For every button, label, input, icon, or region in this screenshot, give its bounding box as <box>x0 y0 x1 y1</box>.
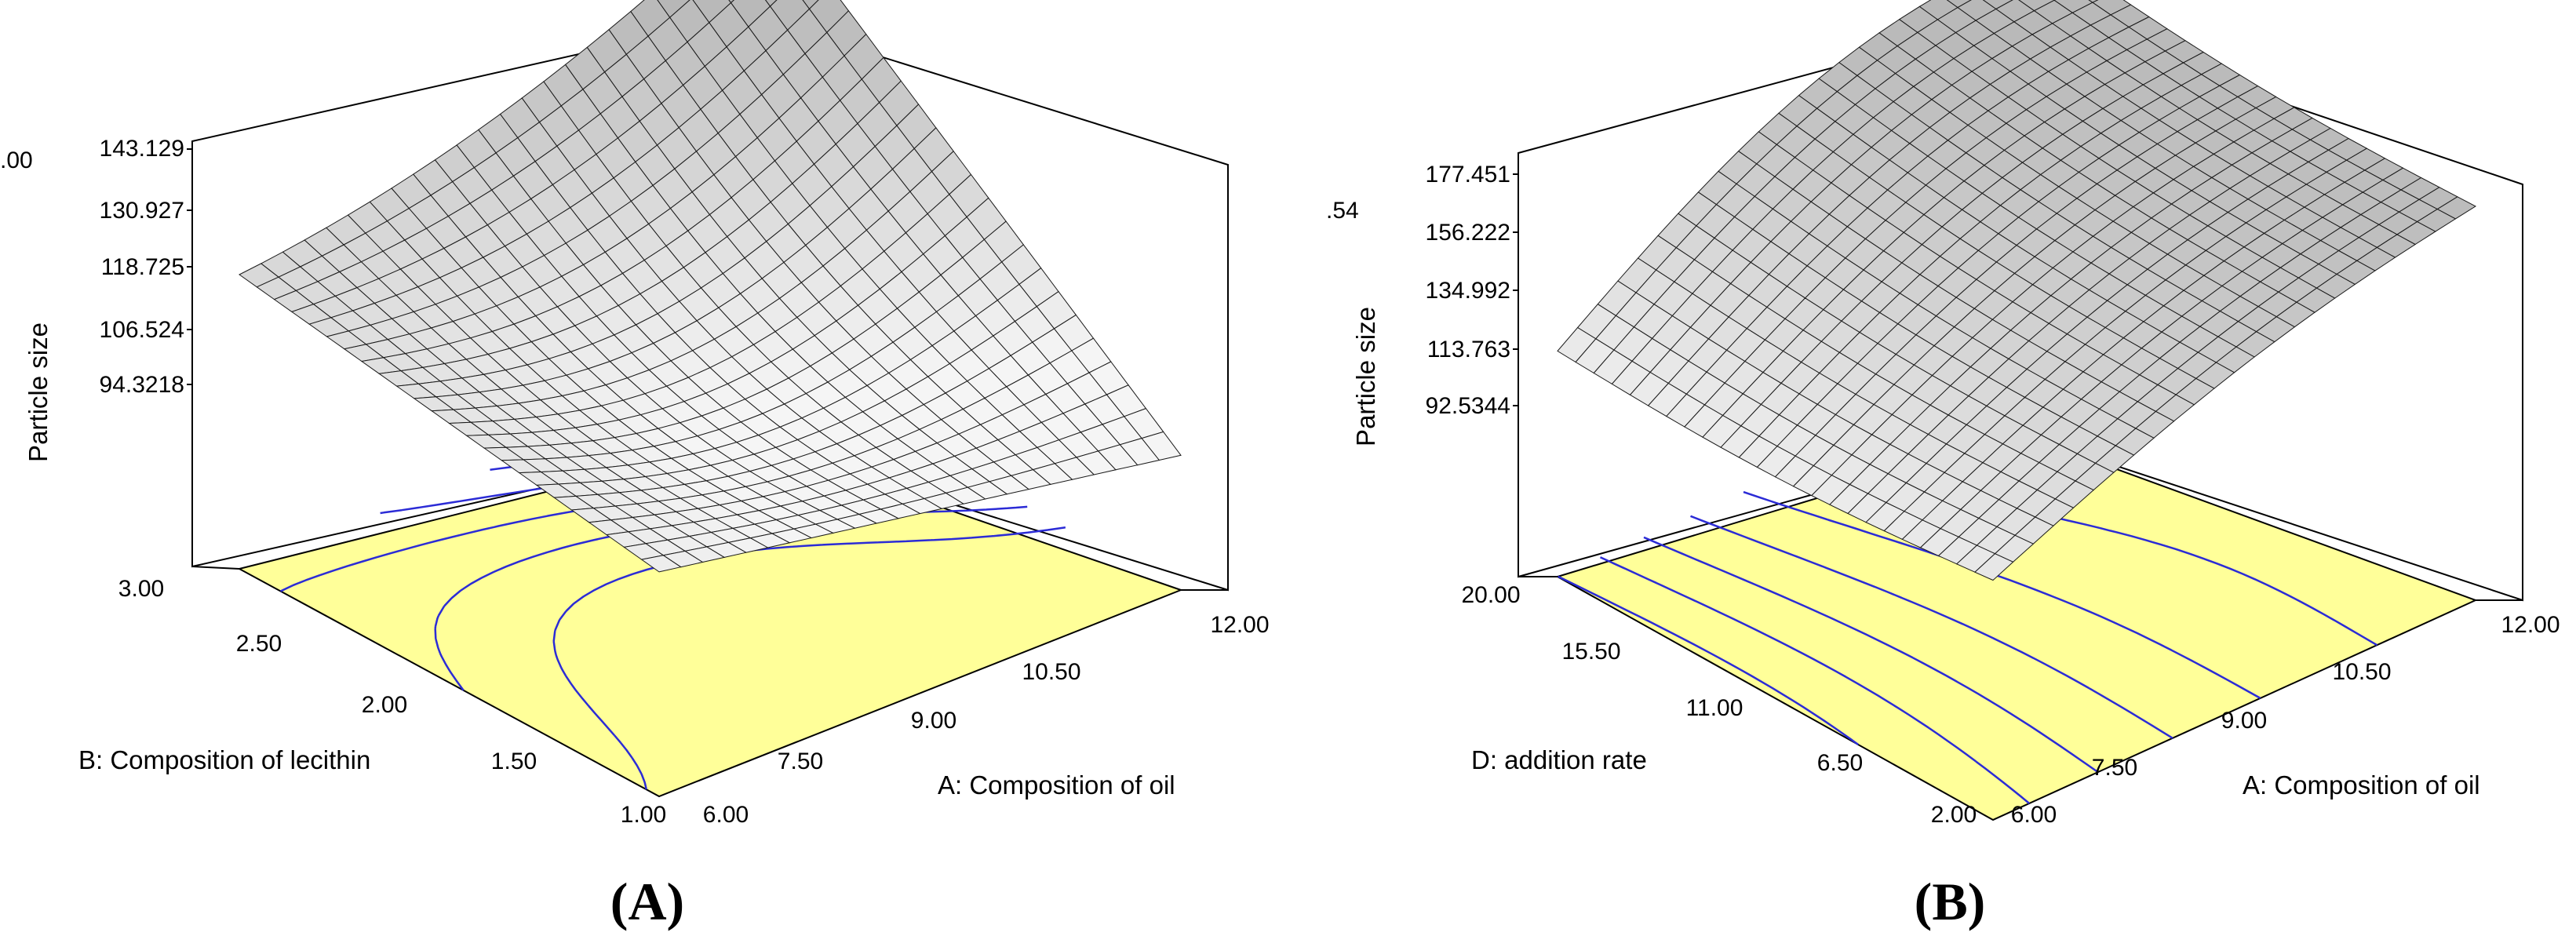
panel-b-surface <box>1557 0 2477 581</box>
panel-a-z-label: Particle size <box>24 322 53 462</box>
panel-a-y-tick-1: 1.50 <box>491 748 537 774</box>
panel-b-x-tick-0: 6.00 <box>2011 802 2057 828</box>
panel-a-z-tick-4: 143.129 <box>100 136 184 162</box>
panel-b-y-tick-4: 20.00 <box>1461 582 1520 608</box>
surface-cell <box>764 0 778 7</box>
contour-line <box>1690 515 2173 739</box>
surface-cell <box>1974 553 2014 581</box>
panel-b-y-label: D: addition rate <box>1471 745 1647 774</box>
panel-a-z-tick-2: 118.725 <box>101 254 184 280</box>
panel-b-y-tick-0: 2.00 <box>1931 802 1977 828</box>
panel-b-chart: 177.451 156.222 134.992 113.763 92.5344 … <box>1326 0 2560 931</box>
panel-a-y-tick-2: 2.00 <box>362 692 407 718</box>
panel-a-y-tick-0: 1.00 <box>621 802 666 828</box>
panel-a-surface <box>239 0 1182 573</box>
panel-b-y-ticks: 20.00 15.50 11.00 6.50 2.00 <box>1461 582 1977 828</box>
panel-b-label: (B) <box>1915 872 1986 931</box>
contour-line <box>1558 575 1859 746</box>
panel-a-x-tick-0: 6.00 <box>703 802 749 828</box>
panel-a-z-tick-clipped: .00 <box>0 148 33 173</box>
panel-a-y-tick-3: 2.50 <box>236 631 282 657</box>
panel-b-z-tick-clipped: .54 <box>1326 198 1359 224</box>
surface-cell <box>802 0 819 10</box>
panel-a-x-tick-4: 12.00 <box>1210 612 1269 638</box>
panel-b-x-label: A: Composition of oil <box>2243 770 2480 799</box>
panel-b-z-tick-4: 177.451 <box>1426 162 1510 188</box>
panel-a-z-tick-0: 94.3218 <box>100 372 184 398</box>
panel-a-x-tick-3: 10.50 <box>1022 659 1080 685</box>
panel-b-x-tick-3: 10.50 <box>2332 659 2391 685</box>
surface-cell <box>640 555 682 573</box>
panel-a-z-tick-1: 106.524 <box>100 317 184 343</box>
panel-b-x-tick-4: 12.00 <box>2501 612 2560 638</box>
panel-b-y-tick-1: 6.50 <box>1817 750 1863 776</box>
panel-a-y-ticks: 3.00 2.50 2.00 1.50 1.00 <box>118 576 666 828</box>
panel-a-z-tick-3: 130.927 <box>100 198 184 224</box>
panel-a-x-tick-2: 9.00 <box>911 708 956 734</box>
surface-cell <box>2088 0 2099 3</box>
panel-a-y-label: B: Composition of lecithin <box>78 745 370 774</box>
panel-b-z-tick-3: 156.222 <box>1426 220 1510 246</box>
contour-line <box>1643 536 2099 774</box>
surface-cell <box>1946 0 1972 9</box>
panel-b-z-tick-0: 92.5344 <box>1426 393 1510 419</box>
panel-a-chart: 143.129 130.927 118.725 106.524 94.3218 … <box>0 0 1270 931</box>
panel-b-y-tick-3: 15.50 <box>1561 639 1620 665</box>
panel-b-z-tick-1: 113.763 <box>1427 337 1510 362</box>
panel-b-y-tick-2: 11.00 <box>1686 695 1743 721</box>
contour-line <box>1599 556 2030 804</box>
panel-b-z-label: Particle size <box>1351 307 1380 446</box>
panel-a-z-ticks: 143.129 130.927 118.725 106.524 94.3218 … <box>0 136 192 398</box>
panel-b-x-ticks: 6.00 7.50 9.00 10.50 12.00 <box>2011 612 2560 828</box>
panel-b-x-tick-2: 9.00 <box>2221 708 2267 734</box>
panel-b-z-ticks: 177.451 156.222 134.992 113.763 92.5344 … <box>1326 162 1518 419</box>
panel-a-x-tick-1: 7.50 <box>778 748 823 774</box>
panel-b-x-tick-1: 7.50 <box>2092 755 2137 781</box>
panel-a-y-tick-4: 3.00 <box>118 576 164 602</box>
panel-a-label: (A) <box>610 872 684 931</box>
panel-b-z-tick-2: 134.992 <box>1426 278 1510 304</box>
panel-a-x-ticks: 6.00 7.50 9.00 10.50 12.00 <box>703 612 1270 828</box>
panel-a-x-label: A: Composition of oil <box>938 770 1175 799</box>
